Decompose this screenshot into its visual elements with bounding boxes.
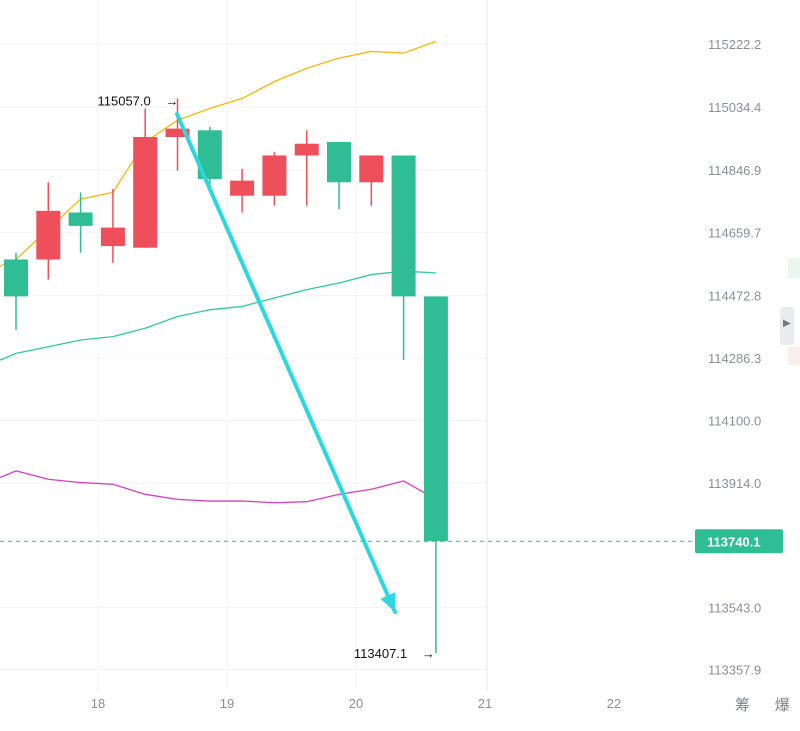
y-axis-tick-label: 114286.3 — [708, 351, 761, 366]
candle-body — [4, 259, 28, 297]
low-annotation-arrow-icon: → — [422, 646, 435, 661]
x-axis: 18 19 20 21 22 — [91, 696, 621, 711]
y-axis-tick-label: 114846.9 — [708, 163, 761, 178]
y-axis: 115222.2 115034.4 114846.9 114659.7 114472.8… — [708, 37, 761, 678]
x-axis-tick-label: 18 — [91, 696, 105, 711]
candle-body — [391, 155, 416, 297]
candle-body — [100, 227, 125, 247]
chevron-right-icon: ▶ — [783, 318, 791, 329]
x-axis-tick-label: 20 — [349, 696, 363, 711]
high-annotation: 115057.0 → — [98, 93, 179, 108]
y-axis-tick-label: 114472.8 — [708, 288, 761, 303]
y-axis-tick-label: 113914.0 — [708, 476, 761, 491]
moving-average-line — [0, 270, 436, 361]
y-axis-tick-label: 113357.9 — [708, 663, 761, 678]
y-axis-tick-label: 114659.7 — [708, 226, 761, 241]
moving-average-line — [0, 470, 437, 504]
candle-body — [359, 155, 384, 183]
price-tag-background — [695, 529, 783, 554]
candles — [4, 98, 448, 654]
side-indicator-red — [788, 347, 800, 365]
footer-labels: 筹 爆 — [735, 696, 800, 714]
x-axis-tick-label: 21 — [478, 696, 492, 711]
y-axis-tick-label: 114100.0 — [708, 414, 761, 429]
x-axis-tick-label: 22 — [607, 696, 621, 711]
grid-lines — [0, 0, 487, 690]
side-indicator-green — [788, 258, 800, 278]
price-tag: 113740.1 — [695, 529, 783, 554]
candle-body — [327, 142, 351, 183]
candle-body — [294, 143, 319, 156]
candle-body — [133, 137, 158, 248]
candle-body — [423, 296, 448, 542]
candle-body — [68, 212, 93, 226]
low-annotation: 113407.1 → — [354, 646, 435, 661]
candle-body — [230, 180, 255, 196]
high-annotation-label: 115057.0 — [98, 93, 151, 108]
side-panel-toggle[interactable]: ▶ — [780, 307, 794, 345]
candle-body — [165, 128, 190, 138]
high-annotation-arrow-icon: → — [166, 93, 179, 108]
low-annotation-label: 113407.1 — [354, 646, 407, 661]
trend-arrow-head — [380, 592, 396, 612]
y-axis-tick-label: 113543.0 — [708, 600, 761, 615]
candle-body — [262, 155, 287, 196]
x-axis-tick-label: 19 — [220, 696, 234, 711]
moving-average-lines — [0, 40, 437, 504]
price-tag-label: 113740.1 — [707, 534, 761, 549]
y-axis-tick-label: 115034.4 — [708, 100, 761, 115]
y-axis-tick-label: 115222.2 — [708, 37, 761, 52]
candle-body — [36, 210, 61, 260]
trend-arrow-shaft — [175, 112, 397, 614]
trend-arrow — [175, 112, 397, 614]
